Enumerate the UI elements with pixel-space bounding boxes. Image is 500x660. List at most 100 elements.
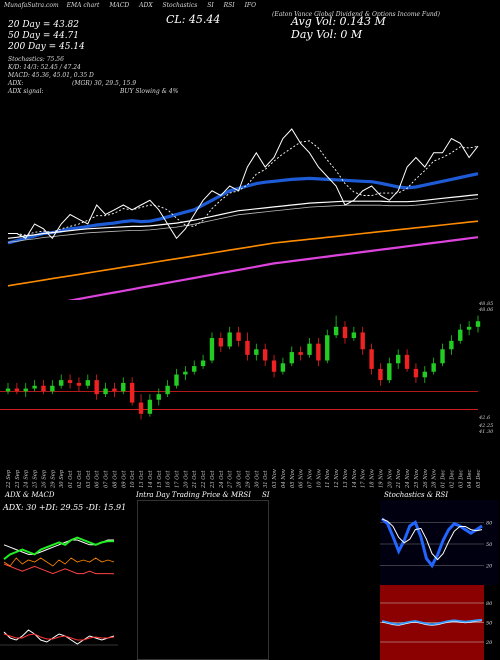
- rsi-signal-line: [381, 620, 483, 626]
- adx-panel-values: ADX: 30 +DI: 29.55 -DI: 15.91: [3, 503, 127, 512]
- ema-long-line: [67, 236, 479, 300]
- date-tick: 20 Nov: [387, 469, 393, 489]
- candle-body: [121, 382, 126, 392]
- rsi-label: RSI: [223, 2, 235, 9]
- ema20-line: [7, 172, 479, 245]
- candle-body: [183, 371, 188, 375]
- candle: [5, 382, 11, 395]
- candle: [156, 388, 161, 406]
- candle-body: [342, 326, 348, 339]
- stoch-tick-label: 80: [486, 520, 493, 526]
- price-axis-bottom-1: 42.6: [479, 415, 491, 421]
- stoch-k-line: [381, 517, 483, 569]
- rsi-tick-label: 20: [485, 640, 493, 646]
- candle-body: [307, 343, 312, 355]
- date-tick: 24 Oct: [219, 470, 225, 489]
- candle-body: [395, 354, 401, 364]
- candle-body: [360, 332, 365, 350]
- date-tick: 20 Oct: [183, 470, 189, 489]
- candle: [431, 357, 436, 375]
- date-tick: 13 Nov: [343, 469, 349, 488]
- candle: [360, 326, 365, 355]
- date-tick: 28 Oct: [237, 470, 243, 489]
- candle-body: [458, 329, 463, 341]
- date-tick: 06 Nov: [299, 469, 305, 488]
- candle-body: [245, 340, 250, 355]
- date-tick: 09 Oct: [121, 470, 127, 488]
- candle-body: [14, 388, 20, 392]
- candle-body: [378, 368, 383, 381]
- date-tick: 21 Oct: [192, 470, 198, 489]
- candle-body: [218, 338, 224, 347]
- macd-panel: [0, 629, 118, 646]
- candle: [165, 380, 170, 397]
- candle: [138, 394, 144, 420]
- rsi-panel: 80 50 20: [380, 585, 493, 660]
- date-tick: 03 Oct: [86, 470, 92, 488]
- macd-line: [3, 629, 115, 645]
- date-tick: 21 Nov: [396, 469, 402, 489]
- date-tick: 04 Nov: [281, 469, 287, 488]
- candle: [200, 354, 206, 369]
- candle-body: [262, 349, 268, 361]
- date-tick: 25 Nov: [414, 469, 420, 489]
- date-tick: 12 Nov: [334, 469, 340, 488]
- stoch-label: Stochastics: [162, 2, 198, 9]
- avg-volume: Avg Vol: 0.143 M: [291, 15, 386, 28]
- date-tick: 22 Sep: [6, 469, 12, 489]
- date-tick: 18 Nov: [370, 469, 376, 488]
- candle-body: [298, 352, 303, 355]
- adx-trend-line: [3, 557, 115, 567]
- candle: [227, 326, 232, 350]
- candle: [316, 338, 321, 367]
- candle: [378, 363, 383, 386]
- candle-body: [404, 354, 410, 369]
- candle-body: [67, 380, 73, 383]
- price-axis-top-1: 48.85: [479, 301, 494, 307]
- candle: [218, 332, 224, 353]
- candle-body: [440, 349, 445, 364]
- candle: [342, 321, 348, 344]
- ticker-label: IFO: [244, 2, 257, 9]
- ema50-band-line: [7, 198, 479, 243]
- price-line: [8, 128, 479, 240]
- price-axis-bottom-2: 42.25: [479, 423, 494, 429]
- candle-body: [431, 363, 436, 372]
- date-tick: 30 Oct: [254, 470, 260, 488]
- candle-body: [59, 380, 64, 386]
- candle-body: [41, 385, 46, 392]
- date-tick: 28 Nov: [432, 469, 438, 489]
- date-tick: 29 Oct: [245, 470, 251, 489]
- si-label: SI: [207, 2, 214, 9]
- candle: [236, 326, 241, 347]
- stoch-kd: K/D: 14/3: 52.45 / 47.24: [8, 64, 81, 71]
- candlestick-chart: [0, 315, 481, 420]
- date-tick: 07 Oct: [104, 470, 110, 488]
- candle: [103, 382, 108, 397]
- date-tick: 27 Oct: [228, 470, 234, 489]
- candle: [183, 366, 188, 381]
- candle: [351, 326, 357, 341]
- date-tick: 14 Oct: [148, 470, 154, 488]
- candle: [466, 321, 472, 336]
- stoch-panel-title: Stochastics & RSI: [384, 491, 449, 499]
- date-tick: 31 Oct: [263, 470, 269, 488]
- candle-body: [192, 366, 197, 372]
- candle: [94, 374, 99, 400]
- date-tick: 25 Sep: [33, 469, 39, 489]
- candle: [245, 332, 250, 361]
- candle-body: [200, 360, 206, 367]
- date-tick: 24 Nov: [405, 469, 411, 489]
- date-tick: 02 Dec: [449, 470, 455, 488]
- date-tick: 29 Sep: [50, 469, 56, 489]
- candle-body: [280, 363, 286, 372]
- candle: [41, 380, 46, 395]
- date-tick: 05 Dec: [476, 470, 482, 488]
- candle-body: [387, 363, 392, 381]
- candle-body: [156, 394, 161, 400]
- date-tick: 17 Oct: [174, 470, 180, 488]
- stoch-tick-label: 20: [485, 564, 493, 570]
- candle: [387, 357, 392, 383]
- macd-label: MACD: [109, 2, 130, 9]
- date-tick: 24 Sep: [24, 469, 30, 489]
